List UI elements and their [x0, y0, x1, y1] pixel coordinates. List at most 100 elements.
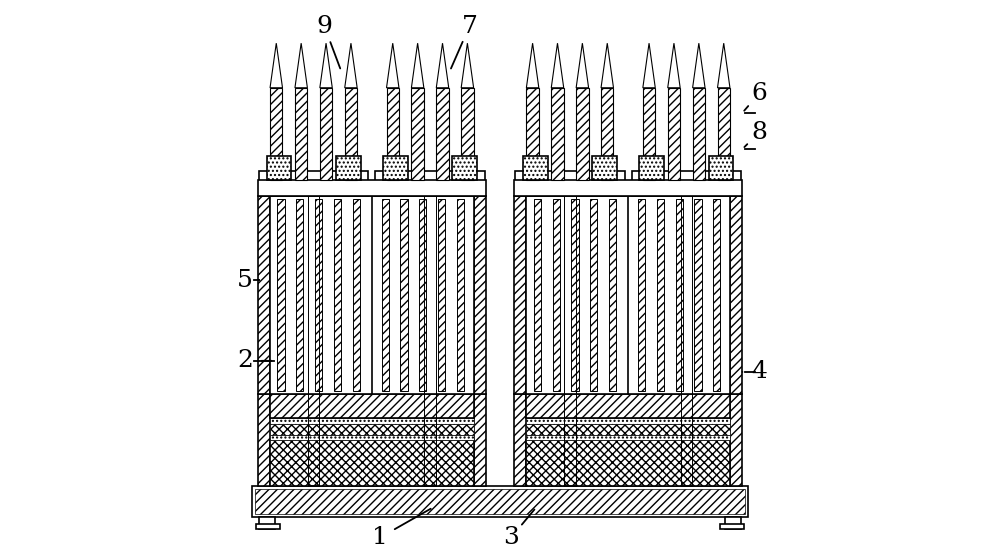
- Bar: [730, 394, 742, 486]
- Text: 5: 5: [237, 268, 253, 292]
- Text: 2: 2: [237, 349, 253, 372]
- Polygon shape: [320, 43, 332, 88]
- Bar: [270, 197, 474, 394]
- Bar: [526, 424, 730, 435]
- Bar: [336, 156, 361, 180]
- Bar: [270, 394, 474, 418]
- Bar: [256, 524, 280, 529]
- Text: 8: 8: [751, 121, 767, 144]
- Bar: [668, 88, 680, 180]
- Bar: [551, 88, 564, 180]
- Bar: [657, 199, 664, 391]
- Bar: [590, 199, 597, 391]
- Bar: [474, 197, 486, 394]
- Polygon shape: [295, 43, 307, 88]
- Bar: [514, 197, 526, 394]
- Bar: [400, 199, 408, 391]
- Polygon shape: [436, 43, 449, 88]
- Bar: [295, 88, 307, 180]
- Text: 7: 7: [461, 15, 477, 38]
- Bar: [258, 197, 270, 394]
- Bar: [345, 88, 357, 180]
- Bar: [270, 88, 282, 180]
- Bar: [277, 199, 285, 391]
- Bar: [601, 88, 613, 180]
- Bar: [267, 156, 291, 180]
- Bar: [296, 199, 303, 391]
- Bar: [523, 156, 548, 180]
- Bar: [526, 418, 730, 424]
- Bar: [643, 88, 655, 180]
- Bar: [258, 394, 270, 486]
- Bar: [270, 418, 474, 424]
- Bar: [571, 199, 579, 391]
- Bar: [676, 199, 683, 391]
- Polygon shape: [576, 43, 589, 88]
- Bar: [419, 199, 426, 391]
- Bar: [609, 199, 616, 391]
- Bar: [709, 156, 733, 180]
- Bar: [725, 517, 741, 529]
- Bar: [515, 171, 625, 197]
- Bar: [474, 394, 486, 486]
- Bar: [315, 199, 322, 391]
- Bar: [553, 199, 560, 391]
- Polygon shape: [718, 43, 730, 88]
- Bar: [252, 486, 748, 517]
- Polygon shape: [461, 43, 474, 88]
- Bar: [638, 199, 645, 391]
- Bar: [457, 199, 464, 391]
- Bar: [353, 199, 360, 391]
- Bar: [411, 88, 424, 180]
- Bar: [718, 88, 730, 180]
- Bar: [255, 489, 745, 514]
- Bar: [438, 199, 445, 391]
- Bar: [514, 180, 742, 197]
- Bar: [387, 88, 399, 180]
- Bar: [526, 440, 730, 486]
- Bar: [720, 524, 744, 529]
- Polygon shape: [668, 43, 680, 88]
- Bar: [270, 435, 474, 440]
- Bar: [526, 435, 730, 440]
- Polygon shape: [526, 43, 539, 88]
- Bar: [382, 199, 389, 391]
- Bar: [694, 199, 702, 391]
- Bar: [730, 197, 742, 394]
- Bar: [526, 88, 539, 180]
- Bar: [259, 517, 275, 529]
- Bar: [270, 424, 474, 435]
- Text: 9: 9: [317, 15, 332, 38]
- Text: 3: 3: [503, 526, 519, 549]
- Bar: [320, 88, 332, 180]
- Bar: [534, 199, 541, 391]
- Bar: [693, 88, 705, 180]
- Bar: [436, 88, 449, 180]
- Bar: [259, 171, 368, 197]
- Bar: [632, 171, 741, 197]
- Bar: [334, 199, 341, 391]
- Bar: [461, 88, 474, 180]
- Polygon shape: [601, 43, 613, 88]
- Bar: [639, 156, 664, 180]
- Polygon shape: [643, 43, 655, 88]
- Polygon shape: [387, 43, 399, 88]
- Text: 4: 4: [751, 361, 767, 384]
- Polygon shape: [411, 43, 424, 88]
- Bar: [526, 197, 730, 394]
- Bar: [383, 156, 408, 180]
- Polygon shape: [270, 43, 282, 88]
- Text: 1: 1: [372, 526, 388, 549]
- Bar: [576, 88, 589, 180]
- Bar: [514, 394, 526, 486]
- Polygon shape: [345, 43, 357, 88]
- Bar: [270, 440, 474, 486]
- Bar: [375, 171, 485, 197]
- Bar: [452, 156, 477, 180]
- Bar: [526, 394, 730, 418]
- Bar: [713, 199, 720, 391]
- Polygon shape: [693, 43, 705, 88]
- Text: 6: 6: [751, 82, 767, 105]
- Polygon shape: [551, 43, 564, 88]
- Bar: [258, 180, 486, 197]
